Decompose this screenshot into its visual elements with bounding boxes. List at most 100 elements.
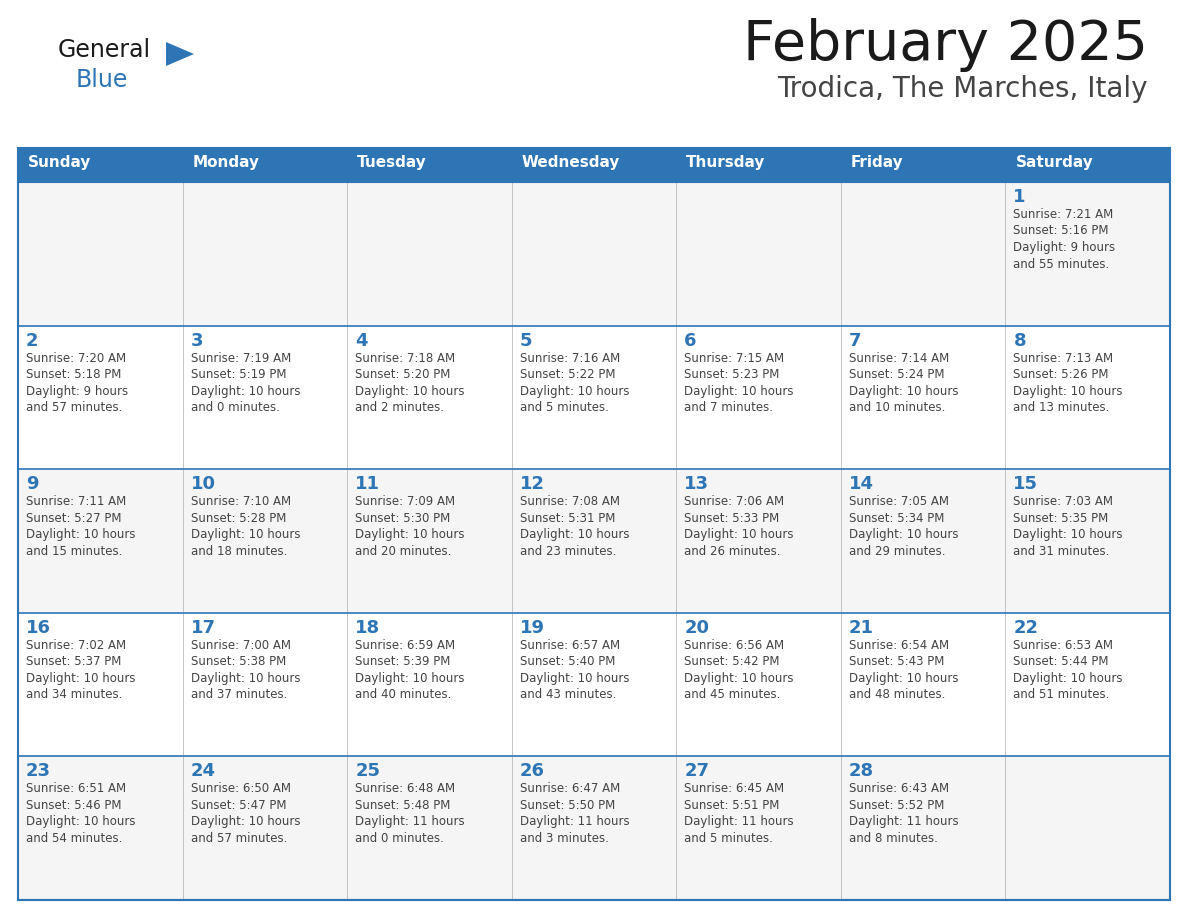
Text: Daylight: 10 hours: Daylight: 10 hours [355,528,465,542]
Bar [676,756,841,900]
Text: Sunset: 5:46 PM: Sunset: 5:46 PM [26,799,121,812]
Bar [1005,326,1170,469]
Text: Sunrise: 7:15 AM: Sunrise: 7:15 AM [684,352,784,364]
Text: Thursday: Thursday [687,155,765,170]
Text: and 5 minutes.: and 5 minutes. [519,401,608,414]
Text: 22: 22 [1013,619,1038,637]
Text: Monday: Monday [192,155,259,170]
Text: Sunrise: 6:45 AM: Sunrise: 6:45 AM [684,782,784,795]
Text: 1: 1 [1013,188,1026,206]
Bar [347,469,512,613]
Text: Sunrise: 7:14 AM: Sunrise: 7:14 AM [849,352,949,364]
Text: and 37 minutes.: and 37 minutes. [190,688,287,701]
Text: Daylight: 10 hours: Daylight: 10 hours [849,528,959,542]
Text: Daylight: 11 hours: Daylight: 11 hours [355,815,465,828]
Bar [18,756,183,900]
Text: Sunrise: 6:47 AM: Sunrise: 6:47 AM [519,782,620,795]
Text: Sunset: 5:39 PM: Sunset: 5:39 PM [355,655,450,668]
Text: Daylight: 10 hours: Daylight: 10 hours [1013,528,1123,542]
Bar [676,613,841,756]
Bar [347,613,512,756]
Text: Daylight: 10 hours: Daylight: 10 hours [684,528,794,542]
Text: 20: 20 [684,619,709,637]
Text: Daylight: 10 hours: Daylight: 10 hours [684,385,794,397]
Text: Sunrise: 7:19 AM: Sunrise: 7:19 AM [190,352,291,364]
Bar [841,469,1005,613]
Text: 28: 28 [849,763,874,780]
Text: and 10 minutes.: and 10 minutes. [849,401,946,414]
Bar [676,469,841,613]
Text: 26: 26 [519,763,545,780]
Text: Sunset: 5:38 PM: Sunset: 5:38 PM [190,655,286,668]
Text: and 2 minutes.: and 2 minutes. [355,401,444,414]
Text: and 26 minutes.: and 26 minutes. [684,544,781,558]
Text: Daylight: 10 hours: Daylight: 10 hours [355,385,465,397]
Text: Blue: Blue [76,68,128,92]
Text: 4: 4 [355,331,367,350]
Text: Sunrise: 7:21 AM: Sunrise: 7:21 AM [1013,208,1113,221]
Text: Daylight: 10 hours: Daylight: 10 hours [26,815,135,828]
Text: and 31 minutes.: and 31 minutes. [1013,544,1110,558]
Text: Sunset: 5:35 PM: Sunset: 5:35 PM [1013,511,1108,525]
Bar [18,326,183,469]
Text: Daylight: 10 hours: Daylight: 10 hours [190,672,301,685]
Text: Sunset: 5:20 PM: Sunset: 5:20 PM [355,368,450,381]
Text: Sunset: 5:18 PM: Sunset: 5:18 PM [26,368,121,381]
Text: 21: 21 [849,619,874,637]
Text: Wednesday: Wednesday [522,155,620,170]
Text: Daylight: 10 hours: Daylight: 10 hours [1013,672,1123,685]
Text: and 57 minutes.: and 57 minutes. [26,401,122,414]
Text: Daylight: 10 hours: Daylight: 10 hours [355,672,465,685]
Text: Sunset: 5:47 PM: Sunset: 5:47 PM [190,799,286,812]
Text: General: General [58,38,151,62]
Text: 11: 11 [355,476,380,493]
Text: Friday: Friday [851,155,904,170]
Bar [1005,756,1170,900]
Text: Sunrise: 7:18 AM: Sunrise: 7:18 AM [355,352,455,364]
Text: Daylight: 10 hours: Daylight: 10 hours [190,528,301,542]
Bar [347,182,512,326]
Bar [347,148,512,182]
Text: and 34 minutes.: and 34 minutes. [26,688,122,701]
Text: Sunset: 5:33 PM: Sunset: 5:33 PM [684,511,779,525]
Text: Daylight: 11 hours: Daylight: 11 hours [519,815,630,828]
Text: Daylight: 10 hours: Daylight: 10 hours [190,385,301,397]
Bar [841,756,1005,900]
Bar [512,326,676,469]
Text: 18: 18 [355,619,380,637]
Text: 24: 24 [190,763,215,780]
Text: and 23 minutes.: and 23 minutes. [519,544,617,558]
Bar [18,148,183,182]
Text: Sunset: 5:26 PM: Sunset: 5:26 PM [1013,368,1108,381]
Text: 12: 12 [519,476,545,493]
Text: and 0 minutes.: and 0 minutes. [190,401,279,414]
Text: Sunrise: 6:43 AM: Sunrise: 6:43 AM [849,782,949,795]
Bar [512,182,676,326]
Text: and 7 minutes.: and 7 minutes. [684,401,773,414]
Text: Sunset: 5:50 PM: Sunset: 5:50 PM [519,799,615,812]
Text: 15: 15 [1013,476,1038,493]
Text: February 2025: February 2025 [742,18,1148,72]
Text: 13: 13 [684,476,709,493]
Text: Daylight: 9 hours: Daylight: 9 hours [26,385,128,397]
Text: Daylight: 10 hours: Daylight: 10 hours [519,385,630,397]
Bar [1005,182,1170,326]
Bar [18,613,183,756]
Bar [841,182,1005,326]
Bar [18,469,183,613]
Text: Sunday: Sunday [29,155,91,170]
Bar [841,326,1005,469]
Text: and 51 minutes.: and 51 minutes. [1013,688,1110,701]
Bar [183,182,347,326]
Text: Sunrise: 7:13 AM: Sunrise: 7:13 AM [1013,352,1113,364]
Text: and 3 minutes.: and 3 minutes. [519,832,608,845]
Bar [1005,613,1170,756]
Text: Sunrise: 6:48 AM: Sunrise: 6:48 AM [355,782,455,795]
Text: Daylight: 11 hours: Daylight: 11 hours [684,815,794,828]
Text: Sunset: 5:22 PM: Sunset: 5:22 PM [519,368,615,381]
Text: Daylight: 10 hours: Daylight: 10 hours [684,672,794,685]
Bar [512,469,676,613]
Text: and 45 minutes.: and 45 minutes. [684,688,781,701]
Text: Saturday: Saturday [1016,155,1093,170]
Text: Daylight: 10 hours: Daylight: 10 hours [190,815,301,828]
